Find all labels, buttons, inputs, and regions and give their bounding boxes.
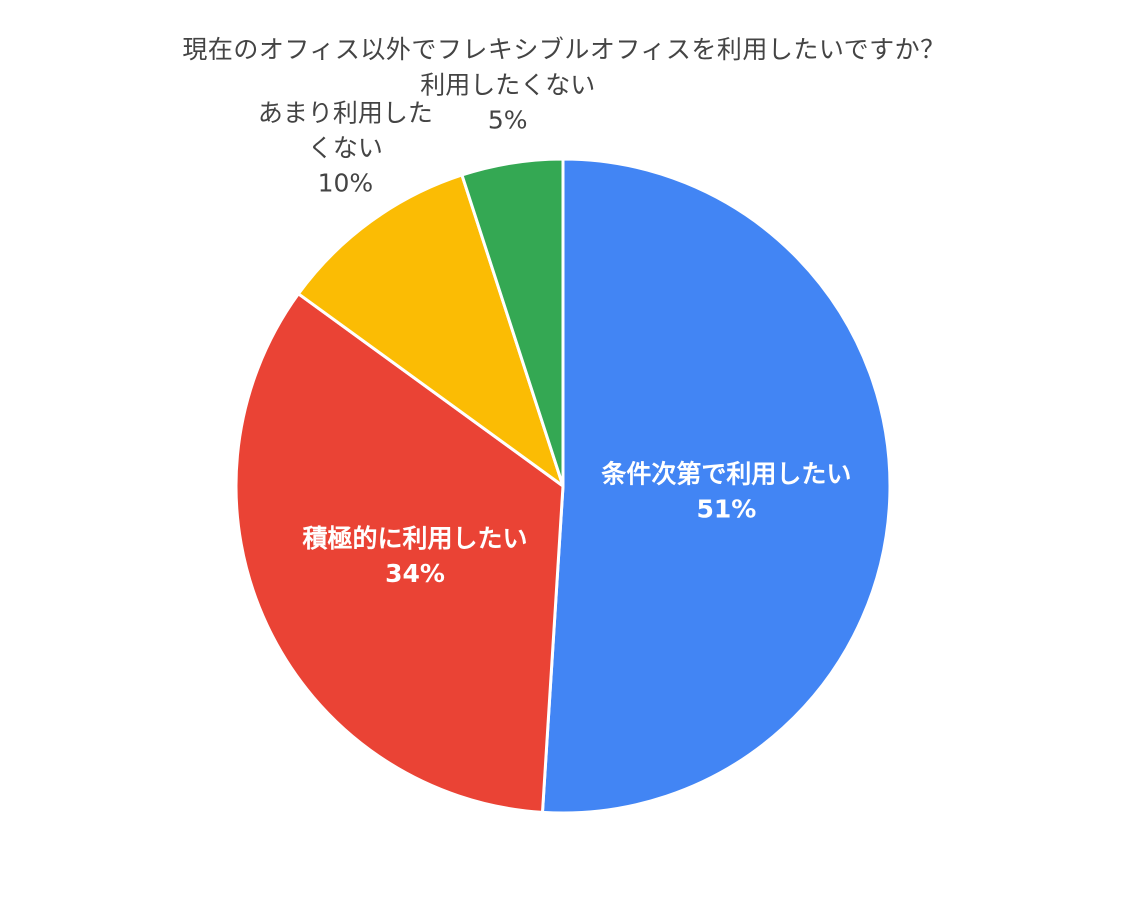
pie-slice-1 (234, 292, 565, 814)
pie-label-0: 条件次第で利用したい 51% (601, 459, 851, 523)
pie-slice-2 (296, 173, 565, 488)
pie-category-label-3: 利用したくない (420, 70, 595, 99)
pie-pct-label-0: 51% (696, 494, 756, 523)
pie-label-1: 積極的に利用したい 34% (303, 524, 528, 588)
pie-labels: 条件次第で利用したい 51% 積極的に利用したい 34% あまり利用したくない 10% 利用… (258, 70, 852, 587)
pie-pct-label-3: 5% (488, 105, 528, 134)
pie-slice-0 (540, 157, 892, 815)
pie-slices (234, 157, 892, 815)
pie-slice-3 (460, 157, 565, 488)
pie-category-label-2: あまり利用した (258, 99, 433, 128)
pie-category-label-0: 条件次第で利用したい (601, 459, 851, 488)
chart-title: 現在のオフィス以外でフレキシブルオフィスを利用したいですか？ (182, 35, 946, 64)
pie-category-label-1: 積極的に利用したい (303, 524, 528, 553)
pie-pct-label-2: 10% (318, 169, 374, 198)
pie-label-2: あまり利用したくない 10% (258, 99, 433, 198)
pie-label-3: 利用したくない 5% (420, 70, 595, 134)
pie-category-label-2: くない (308, 134, 383, 163)
pie-pct-label-1: 34% (385, 559, 445, 588)
